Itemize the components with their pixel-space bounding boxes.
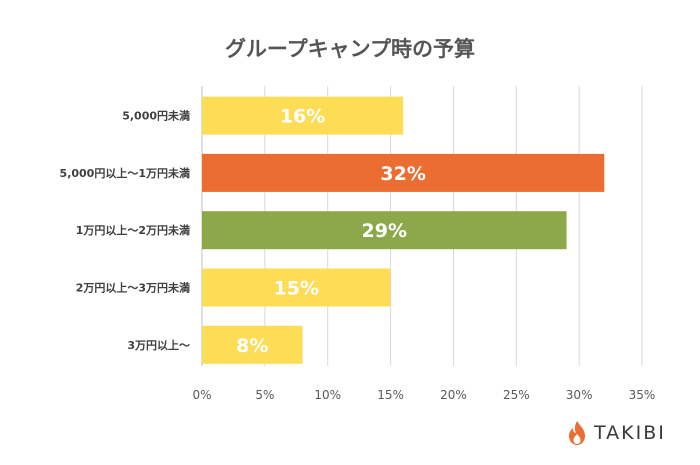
brand-name: TAKIBI — [594, 422, 666, 444]
category-label: 5,000円未満 — [122, 109, 190, 123]
bar — [202, 268, 391, 307]
bar — [202, 96, 404, 135]
brand-logo: TAKIBI — [566, 420, 666, 446]
bar — [202, 153, 605, 192]
x-tick-label: 20% — [440, 388, 467, 402]
category-label: 3万円以上～ — [127, 338, 190, 352]
data-label: 15% — [274, 278, 319, 300]
data-label: 16% — [280, 106, 325, 128]
x-tick-label: 30% — [566, 388, 593, 402]
x-tick-label: 25% — [503, 388, 530, 402]
data-label: 8% — [236, 335, 268, 357]
data-label: 32% — [380, 163, 425, 185]
bar — [202, 211, 567, 250]
chart-title: グループキャンプ時の予算 — [225, 37, 475, 61]
x-tick-label: 5% — [255, 388, 274, 402]
x-tick-label: 35% — [629, 388, 656, 402]
bar — [202, 325, 303, 364]
flame-icon — [569, 421, 585, 445]
x-tick-label: 0% — [192, 388, 211, 402]
category-label: 2万円以上～3万円未満 — [76, 281, 190, 295]
x-tick-label: 15% — [377, 388, 404, 402]
category-label: 1万円以上～2万円未満 — [76, 223, 190, 237]
data-label: 29% — [362, 220, 407, 242]
x-tick-label: 10% — [314, 388, 341, 402]
category-label: 5,000円以上～1万円未満 — [60, 166, 190, 180]
